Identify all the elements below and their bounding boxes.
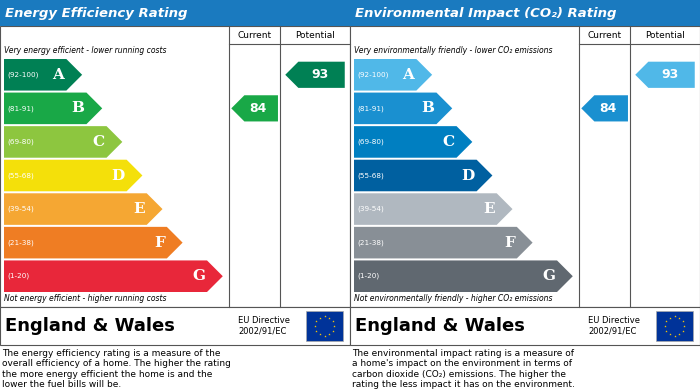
Text: D: D <box>461 169 475 183</box>
Polygon shape <box>4 260 223 292</box>
Text: A: A <box>402 68 414 82</box>
Text: England & Wales: England & Wales <box>5 317 175 335</box>
Text: (69-80): (69-80) <box>357 139 384 145</box>
Text: (1-20): (1-20) <box>7 273 29 280</box>
Bar <box>350 26 700 307</box>
Text: Environmental Impact (CO₂) Rating: Environmental Impact (CO₂) Rating <box>355 7 617 20</box>
Polygon shape <box>354 260 573 292</box>
Text: The environmental impact rating is a measure of
a home's impact on the environme: The environmental impact rating is a mea… <box>352 349 575 389</box>
Text: Current: Current <box>587 30 622 39</box>
Text: (81-91): (81-91) <box>357 105 384 111</box>
Text: (55-68): (55-68) <box>7 172 34 179</box>
Polygon shape <box>354 160 492 191</box>
Text: D: D <box>111 169 125 183</box>
Polygon shape <box>4 59 82 91</box>
Text: Potential: Potential <box>645 30 685 39</box>
Text: G: G <box>192 269 205 283</box>
Polygon shape <box>354 93 452 124</box>
Text: (92-100): (92-100) <box>7 72 38 78</box>
Text: The energy efficiency rating is a measure of the
overall efficiency of a home. T: The energy efficiency rating is a measur… <box>2 349 231 389</box>
Text: Not environmentally friendly - higher CO₂ emissions: Not environmentally friendly - higher CO… <box>354 294 552 303</box>
Polygon shape <box>354 227 533 258</box>
Bar <box>0 26 350 307</box>
Text: C: C <box>442 135 454 149</box>
Bar <box>350 0 700 26</box>
Text: Current: Current <box>237 30 272 39</box>
Bar <box>350 307 700 345</box>
Text: (21-38): (21-38) <box>357 239 384 246</box>
Polygon shape <box>4 126 122 158</box>
Text: A: A <box>52 68 64 82</box>
Polygon shape <box>4 93 102 124</box>
Text: Energy Efficiency Rating: Energy Efficiency Rating <box>5 7 188 20</box>
Text: 93: 93 <box>661 68 678 81</box>
Text: (39-54): (39-54) <box>357 206 384 212</box>
Text: England & Wales: England & Wales <box>355 317 525 335</box>
Text: (39-54): (39-54) <box>7 206 34 212</box>
Polygon shape <box>354 193 512 225</box>
Text: EU Directive
2002/91/EC: EU Directive 2002/91/EC <box>588 316 640 336</box>
Text: (21-38): (21-38) <box>7 239 34 246</box>
Bar <box>657 311 693 341</box>
Text: G: G <box>542 269 555 283</box>
Text: (1-20): (1-20) <box>357 273 379 280</box>
Text: C: C <box>92 135 104 149</box>
Polygon shape <box>4 227 183 258</box>
Polygon shape <box>636 62 694 88</box>
Text: 93: 93 <box>311 68 328 81</box>
Text: (69-80): (69-80) <box>7 139 34 145</box>
Polygon shape <box>354 126 472 158</box>
Text: F: F <box>504 236 514 249</box>
Polygon shape <box>4 193 162 225</box>
Text: (55-68): (55-68) <box>357 172 384 179</box>
Polygon shape <box>581 95 628 122</box>
Polygon shape <box>231 95 278 122</box>
Text: EU Directive
2002/91/EC: EU Directive 2002/91/EC <box>238 316 290 336</box>
Text: B: B <box>421 101 435 115</box>
Bar <box>0 0 350 26</box>
Text: (92-100): (92-100) <box>357 72 388 78</box>
Text: Potential: Potential <box>295 30 335 39</box>
Bar <box>307 311 343 341</box>
Polygon shape <box>354 59 432 91</box>
Text: Not energy efficient - higher running costs: Not energy efficient - higher running co… <box>4 294 167 303</box>
Text: E: E <box>483 202 495 216</box>
Text: Very energy efficient - lower running costs: Very energy efficient - lower running co… <box>4 46 167 55</box>
Text: 84: 84 <box>600 102 617 115</box>
Bar <box>0 307 350 345</box>
Text: E: E <box>133 202 145 216</box>
Text: (81-91): (81-91) <box>7 105 34 111</box>
Text: 84: 84 <box>250 102 267 115</box>
Text: B: B <box>71 101 85 115</box>
Polygon shape <box>286 62 344 88</box>
Polygon shape <box>4 160 142 191</box>
Text: Very environmentally friendly - lower CO₂ emissions: Very environmentally friendly - lower CO… <box>354 46 552 55</box>
Text: F: F <box>154 236 164 249</box>
